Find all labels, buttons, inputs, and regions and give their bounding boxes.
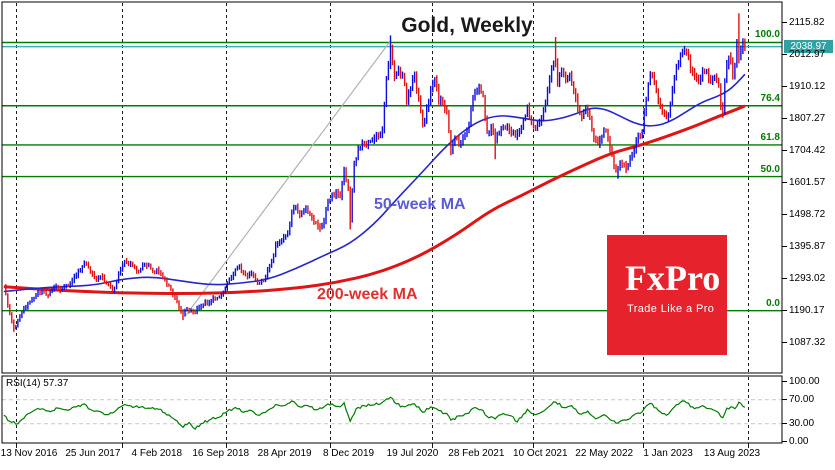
- date-axis-label: 13 Nov 2016: [0, 448, 58, 459]
- date-axis-label: 28 Feb 2021: [448, 448, 505, 459]
- date-axis-label: 28 Apr 2019: [257, 448, 312, 459]
- date-axis-label: 10 Oct 2021: [513, 448, 568, 459]
- candles-down: [5, 13, 746, 332]
- ma200-line: [3, 104, 746, 296]
- chart-title: Gold, Weekly: [401, 14, 533, 37]
- price-axis-label: 1395.87: [789, 240, 826, 252]
- price-axis-label: 2115.82: [789, 16, 825, 28]
- fib-level-label: 76.4: [760, 92, 780, 104]
- main-panel-border: [1, 1, 783, 374]
- fxpro-logo-tagline: Trade Like a Pro: [627, 303, 715, 315]
- ma50-line: [3, 73, 746, 293]
- date-axis-label: 16 Sep 2018: [192, 448, 250, 459]
- rsi-axis-label: 30.00: [789, 417, 815, 429]
- fxpro-logo: FxPro Trade Like a Pro: [607, 235, 727, 355]
- price-axis-label: 1704.42: [789, 144, 826, 156]
- fib-level-label: 0.0: [766, 297, 780, 309]
- ma50-annotation[interactable]: 50-week MA: [374, 196, 466, 213]
- fxpro-logo-wordmark: FxPro: [625, 258, 721, 298]
- price-axis-label: 1498.72: [789, 208, 826, 220]
- rsi-panel-border: [1, 375, 783, 444]
- year-separators: [16, 3, 749, 448]
- date-axis-label: 22 May 2022: [575, 448, 634, 459]
- rsi-indicator-label: RSI(14) 57.37: [6, 378, 69, 389]
- price-axis-label: 1910.12: [789, 80, 826, 92]
- rsi-axis-label: 100.00: [789, 375, 820, 387]
- price-axis-label: 1190.17: [789, 304, 825, 316]
- date-axis-label: 25 Jun 2017: [65, 448, 121, 459]
- fib-level-label: 50.0: [760, 163, 780, 175]
- panel-borders: [1, 1, 783, 444]
- trendline: [185, 39, 392, 316]
- date-axis-label: 4 Feb 2018: [131, 448, 183, 459]
- price-axis-label: 1293.02: [789, 272, 826, 284]
- rsi-line: [3, 396, 746, 430]
- fib-level-label: 61.8: [760, 131, 780, 143]
- price-axis-label: 1087.32: [789, 336, 826, 348]
- fib-level-label: 100.0: [754, 29, 780, 41]
- rsi-axis-label: 0.00: [789, 435, 809, 447]
- current-price-badge: 2038.97: [784, 40, 833, 53]
- candles-up: [15, 35, 744, 330]
- date-axis-label: 1 Jan 2023: [643, 448, 693, 459]
- price-axis-label: 1807.27: [789, 112, 826, 124]
- date-axis-label: 19 Jul 2020: [386, 448, 439, 459]
- rsi-axis-label: 70.00: [789, 393, 815, 405]
- ma200-annotation[interactable]: 200-week MA: [317, 286, 418, 303]
- date-axis-label: 13 Aug 2023: [703, 448, 761, 459]
- date-axis-label: 8 Dec 2019: [322, 448, 375, 459]
- price-axis-label: 1601.57: [789, 176, 826, 188]
- axis-ticks: [782, 22, 787, 443]
- price-axis-label: 2012.97: [789, 48, 826, 60]
- rsi-level-lines: [2, 399, 782, 425]
